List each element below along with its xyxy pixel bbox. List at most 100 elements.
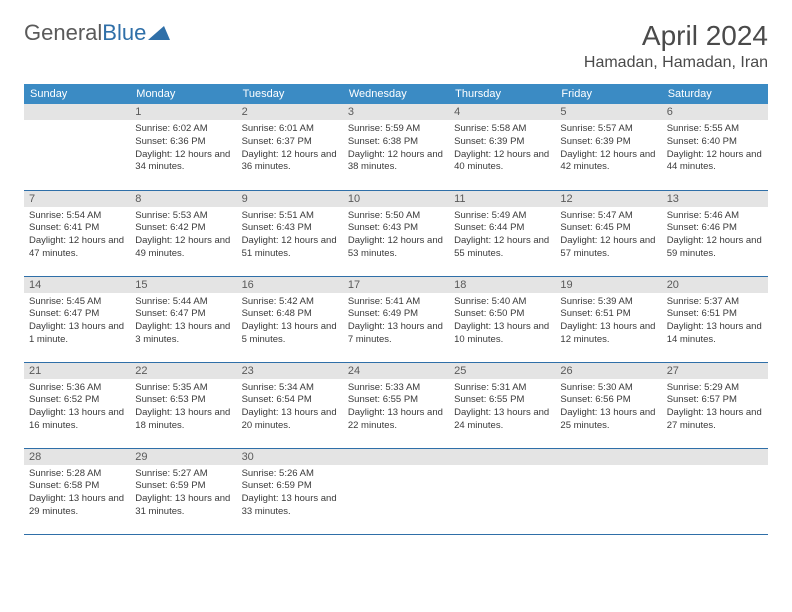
day-cell: 16Sunrise: 5:42 AMSunset: 6:48 PMDayligh… xyxy=(237,276,343,362)
day-details: Sunrise: 5:35 AMSunset: 6:53 PMDaylight:… xyxy=(130,379,236,435)
day-number: 13 xyxy=(662,191,768,207)
day-details: Sunrise: 5:54 AMSunset: 6:41 PMDaylight:… xyxy=(24,207,130,263)
day-number: 3 xyxy=(343,104,449,120)
month-title: April 2024 xyxy=(584,20,768,52)
day-details: Sunrise: 5:29 AMSunset: 6:57 PMDaylight:… xyxy=(662,379,768,435)
day-details: Sunrise: 5:49 AMSunset: 6:44 PMDaylight:… xyxy=(449,207,555,263)
weekday-header: Friday xyxy=(555,84,661,104)
day-number: 20 xyxy=(662,277,768,293)
weekday-header: Wednesday xyxy=(343,84,449,104)
day-details: Sunrise: 5:45 AMSunset: 6:47 PMDaylight:… xyxy=(24,293,130,349)
day-details: Sunrise: 5:59 AMSunset: 6:38 PMDaylight:… xyxy=(343,120,449,176)
empty-day-header xyxy=(449,449,555,465)
day-details: Sunrise: 5:37 AMSunset: 6:51 PMDaylight:… xyxy=(662,293,768,349)
empty-day-header xyxy=(343,449,449,465)
day-number: 22 xyxy=(130,363,236,379)
day-details: Sunrise: 5:44 AMSunset: 6:47 PMDaylight:… xyxy=(130,293,236,349)
day-details: Sunrise: 5:57 AMSunset: 6:39 PMDaylight:… xyxy=(555,120,661,176)
day-number: 9 xyxy=(237,191,343,207)
day-cell: 2Sunrise: 6:01 AMSunset: 6:37 PMDaylight… xyxy=(237,104,343,190)
day-cell xyxy=(555,448,661,534)
day-cell: 26Sunrise: 5:30 AMSunset: 6:56 PMDayligh… xyxy=(555,362,661,448)
day-cell xyxy=(24,104,130,190)
logo-text-2: Blue xyxy=(102,20,146,46)
day-details: Sunrise: 5:42 AMSunset: 6:48 PMDaylight:… xyxy=(237,293,343,349)
calendar-table: SundayMondayTuesdayWednesdayThursdayFrid… xyxy=(24,84,768,535)
title-block: April 2024 Hamadan, Hamadan, Iran xyxy=(584,20,768,72)
weekday-header: Tuesday xyxy=(237,84,343,104)
day-details: Sunrise: 5:30 AMSunset: 6:56 PMDaylight:… xyxy=(555,379,661,435)
day-number: 23 xyxy=(237,363,343,379)
day-details: Sunrise: 5:58 AMSunset: 6:39 PMDaylight:… xyxy=(449,120,555,176)
day-details: Sunrise: 5:33 AMSunset: 6:55 PMDaylight:… xyxy=(343,379,449,435)
day-number: 1 xyxy=(130,104,236,120)
day-details: Sunrise: 5:47 AMSunset: 6:45 PMDaylight:… xyxy=(555,207,661,263)
day-cell: 28Sunrise: 5:28 AMSunset: 6:58 PMDayligh… xyxy=(24,448,130,534)
day-cell: 18Sunrise: 5:40 AMSunset: 6:50 PMDayligh… xyxy=(449,276,555,362)
day-number: 15 xyxy=(130,277,236,293)
day-cell: 10Sunrise: 5:50 AMSunset: 6:43 PMDayligh… xyxy=(343,190,449,276)
day-cell: 19Sunrise: 5:39 AMSunset: 6:51 PMDayligh… xyxy=(555,276,661,362)
day-number: 29 xyxy=(130,449,236,465)
logo-text-1: General xyxy=(24,20,102,46)
day-number: 2 xyxy=(237,104,343,120)
logo: GeneralBlue xyxy=(24,20,170,46)
empty-day-header xyxy=(555,449,661,465)
day-cell: 7Sunrise: 5:54 AMSunset: 6:41 PMDaylight… xyxy=(24,190,130,276)
day-cell: 25Sunrise: 5:31 AMSunset: 6:55 PMDayligh… xyxy=(449,362,555,448)
day-number: 18 xyxy=(449,277,555,293)
calendar-week-row: 14Sunrise: 5:45 AMSunset: 6:47 PMDayligh… xyxy=(24,276,768,362)
day-cell: 5Sunrise: 5:57 AMSunset: 6:39 PMDaylight… xyxy=(555,104,661,190)
day-cell: 9Sunrise: 5:51 AMSunset: 6:43 PMDaylight… xyxy=(237,190,343,276)
weekday-header: Sunday xyxy=(24,84,130,104)
day-cell xyxy=(662,448,768,534)
empty-day-header xyxy=(24,104,130,120)
day-cell: 13Sunrise: 5:46 AMSunset: 6:46 PMDayligh… xyxy=(662,190,768,276)
day-cell: 1Sunrise: 6:02 AMSunset: 6:36 PMDaylight… xyxy=(130,104,236,190)
day-number: 16 xyxy=(237,277,343,293)
day-cell xyxy=(343,448,449,534)
day-details: Sunrise: 6:01 AMSunset: 6:37 PMDaylight:… xyxy=(237,120,343,176)
day-details: Sunrise: 5:50 AMSunset: 6:43 PMDaylight:… xyxy=(343,207,449,263)
day-details: Sunrise: 5:41 AMSunset: 6:49 PMDaylight:… xyxy=(343,293,449,349)
day-cell: 4Sunrise: 5:58 AMSunset: 6:39 PMDaylight… xyxy=(449,104,555,190)
logo-triangle-icon xyxy=(148,20,170,46)
day-cell: 20Sunrise: 5:37 AMSunset: 6:51 PMDayligh… xyxy=(662,276,768,362)
calendar-week-row: 28Sunrise: 5:28 AMSunset: 6:58 PMDayligh… xyxy=(24,448,768,534)
day-number: 28 xyxy=(24,449,130,465)
day-cell: 8Sunrise: 5:53 AMSunset: 6:42 PMDaylight… xyxy=(130,190,236,276)
calendar-week-row: 1Sunrise: 6:02 AMSunset: 6:36 PMDaylight… xyxy=(24,104,768,190)
calendar-week-row: 7Sunrise: 5:54 AMSunset: 6:41 PMDaylight… xyxy=(24,190,768,276)
day-cell: 23Sunrise: 5:34 AMSunset: 6:54 PMDayligh… xyxy=(237,362,343,448)
empty-day-header xyxy=(662,449,768,465)
day-number: 5 xyxy=(555,104,661,120)
day-details: Sunrise: 6:02 AMSunset: 6:36 PMDaylight:… xyxy=(130,120,236,176)
day-details: Sunrise: 5:39 AMSunset: 6:51 PMDaylight:… xyxy=(555,293,661,349)
day-cell: 14Sunrise: 5:45 AMSunset: 6:47 PMDayligh… xyxy=(24,276,130,362)
day-number: 12 xyxy=(555,191,661,207)
day-number: 8 xyxy=(130,191,236,207)
day-cell: 15Sunrise: 5:44 AMSunset: 6:47 PMDayligh… xyxy=(130,276,236,362)
day-number: 27 xyxy=(662,363,768,379)
day-cell: 22Sunrise: 5:35 AMSunset: 6:53 PMDayligh… xyxy=(130,362,236,448)
day-details: Sunrise: 5:53 AMSunset: 6:42 PMDaylight:… xyxy=(130,207,236,263)
day-number: 4 xyxy=(449,104,555,120)
day-cell: 30Sunrise: 5:26 AMSunset: 6:59 PMDayligh… xyxy=(237,448,343,534)
calendar-body: 1Sunrise: 6:02 AMSunset: 6:36 PMDaylight… xyxy=(24,104,768,534)
day-details: Sunrise: 5:40 AMSunset: 6:50 PMDaylight:… xyxy=(449,293,555,349)
day-number: 19 xyxy=(555,277,661,293)
day-details: Sunrise: 5:27 AMSunset: 6:59 PMDaylight:… xyxy=(130,465,236,521)
day-number: 11 xyxy=(449,191,555,207)
location-label: Hamadan, Hamadan, Iran xyxy=(584,54,768,72)
day-details: Sunrise: 5:34 AMSunset: 6:54 PMDaylight:… xyxy=(237,379,343,435)
day-cell: 17Sunrise: 5:41 AMSunset: 6:49 PMDayligh… xyxy=(343,276,449,362)
day-number: 6 xyxy=(662,104,768,120)
calendar-week-row: 21Sunrise: 5:36 AMSunset: 6:52 PMDayligh… xyxy=(24,362,768,448)
day-details: Sunrise: 5:31 AMSunset: 6:55 PMDaylight:… xyxy=(449,379,555,435)
day-cell: 6Sunrise: 5:55 AMSunset: 6:40 PMDaylight… xyxy=(662,104,768,190)
day-number: 24 xyxy=(343,363,449,379)
weekday-header: Monday xyxy=(130,84,236,104)
day-details: Sunrise: 5:36 AMSunset: 6:52 PMDaylight:… xyxy=(24,379,130,435)
day-number: 7 xyxy=(24,191,130,207)
day-cell: 24Sunrise: 5:33 AMSunset: 6:55 PMDayligh… xyxy=(343,362,449,448)
